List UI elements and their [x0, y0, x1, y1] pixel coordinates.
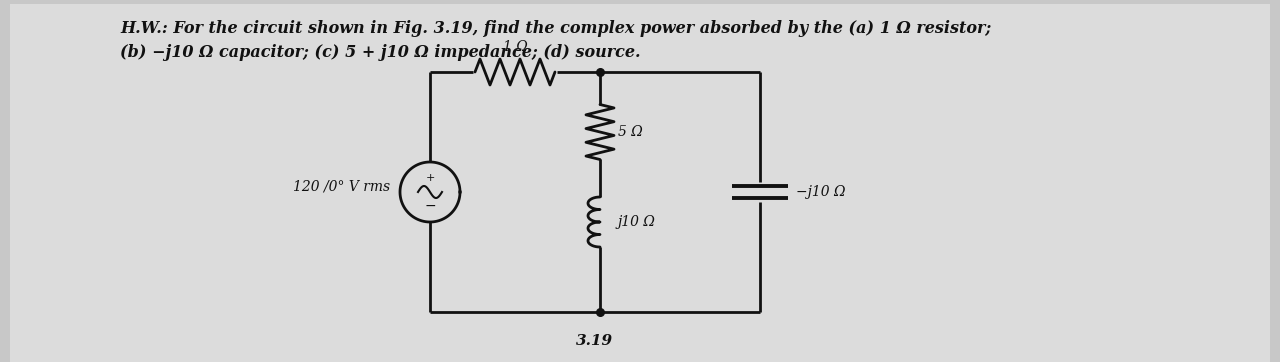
Text: (b) −j10 Ω capacitor; (c) 5 + j10 Ω impedance; (d) source.: (b) −j10 Ω capacitor; (c) 5 + j10 Ω impe… [120, 44, 640, 61]
Text: −: − [424, 199, 435, 213]
Text: 1 Ω: 1 Ω [503, 40, 527, 54]
Text: 3.19: 3.19 [576, 334, 613, 348]
Text: −j10 Ω: −j10 Ω [796, 185, 846, 199]
Text: 5 Ω: 5 Ω [618, 125, 643, 139]
Text: +: + [425, 173, 435, 183]
Text: j10 Ω: j10 Ω [618, 215, 655, 229]
Text: 120 /0° V rms: 120 /0° V rms [293, 180, 390, 194]
Text: H.W.: For the circuit shown in Fig. 3.19, find the complex power absorbed by the: H.W.: For the circuit shown in Fig. 3.19… [120, 20, 991, 37]
FancyBboxPatch shape [10, 4, 1270, 362]
